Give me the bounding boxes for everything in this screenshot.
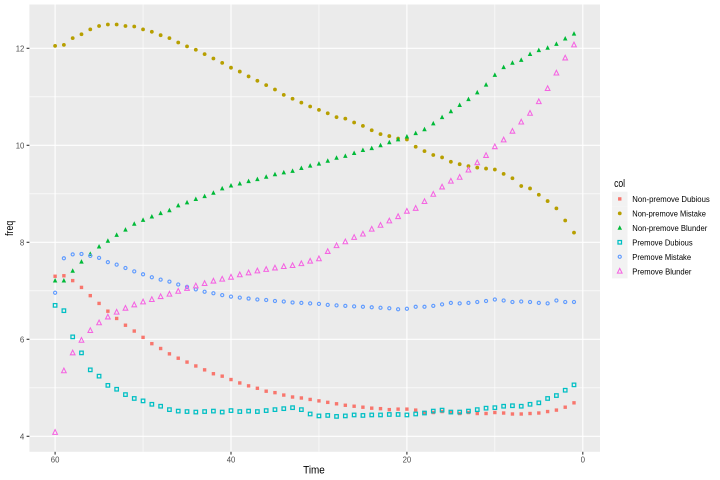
svg-text:Non-premove Mistake: Non-premove Mistake xyxy=(632,209,706,219)
svg-text:Time: Time xyxy=(303,464,325,476)
svg-text:0: 0 xyxy=(581,455,586,465)
svg-text:col: col xyxy=(614,178,625,190)
svg-text:freq: freq xyxy=(4,221,16,236)
svg-text:60: 60 xyxy=(51,455,60,465)
svg-text:10: 10 xyxy=(16,140,25,150)
svg-text:Non-premove Dubious: Non-premove Dubious xyxy=(632,194,710,204)
svg-text:40: 40 xyxy=(227,455,236,465)
svg-text:20: 20 xyxy=(403,455,412,465)
svg-text:8: 8 xyxy=(20,237,25,247)
svg-text:Non-premove Blunder: Non-premove Blunder xyxy=(632,223,707,233)
svg-text:Premove Blunder: Premove Blunder xyxy=(632,266,691,276)
svg-text:4: 4 xyxy=(20,431,25,441)
svg-text:Premove Mistake: Premove Mistake xyxy=(632,252,691,262)
svg-text:Premove Dubious: Premove Dubious xyxy=(632,238,692,248)
svg-text:6: 6 xyxy=(20,334,25,344)
svg-text:12: 12 xyxy=(16,43,25,53)
